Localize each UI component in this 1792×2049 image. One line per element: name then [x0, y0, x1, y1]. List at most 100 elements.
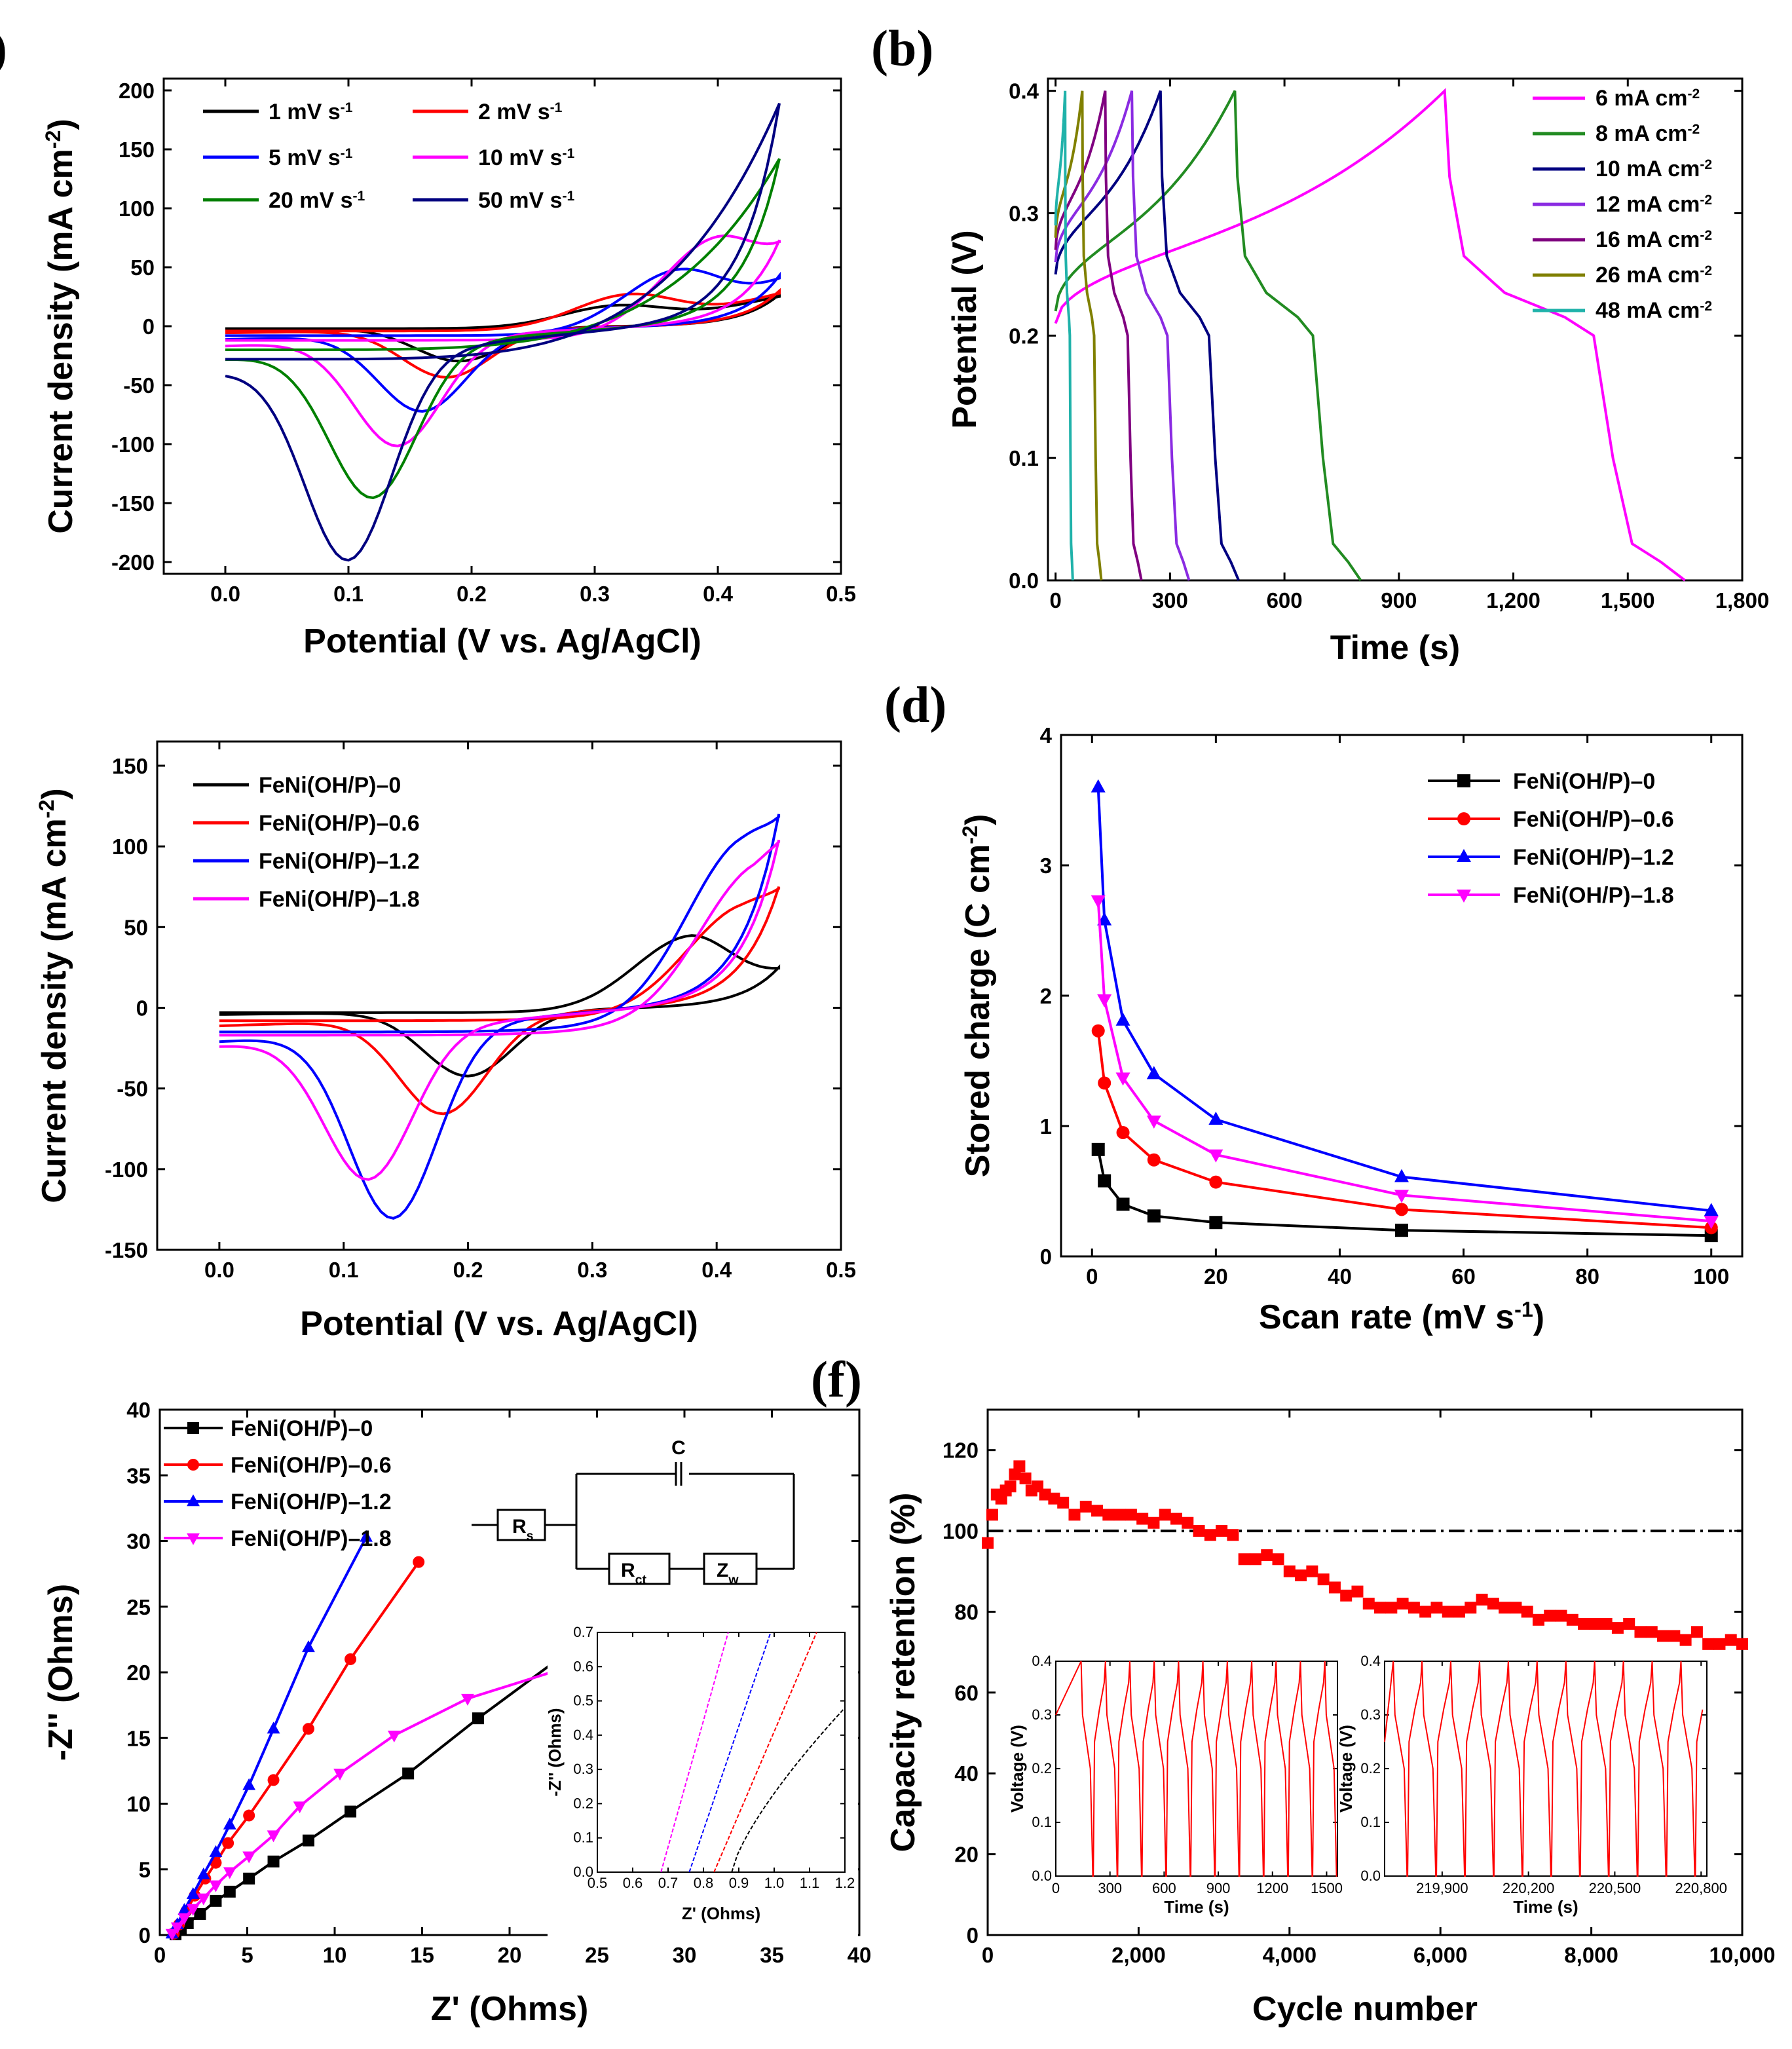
panel-d-legend-marker — [1457, 890, 1471, 903]
panel-a-legend-label: 10 mV s-1 — [478, 145, 575, 170]
panel-f-ytick-label: 0 — [967, 1923, 979, 1947]
panel-f-retention-point — [1340, 1589, 1353, 1602]
panel-a-cv-scan-rates: 0.0 0.1 0.2 0.3 0.4 0.5 -200 -150 -100 -50 0 50 100 1… — [0, 20, 856, 660]
panel-f-inset-2-ytick-label: 0.0 — [1360, 1868, 1381, 1884]
panel-e-xtick-label: 25 — [585, 1943, 609, 1967]
panel-b-series-7-curve — [1054, 90, 1074, 581]
panel-f-retention-point — [1249, 1553, 1261, 1566]
panel-f-inset-1-xtick-label: 600 — [1152, 1880, 1176, 1896]
panel-c-xtick-label: 0.2 — [453, 1258, 483, 1282]
panel-f-retention-point — [1544, 1609, 1556, 1622]
panel-d-series-4-point — [1208, 1149, 1223, 1163]
panel-d-series-2-line — [1096, 1030, 1711, 1230]
circuit-c-label: C — [671, 1437, 686, 1459]
panel-e-ytick-label: 30 — [126, 1530, 151, 1554]
panel-a-xtick-label: 0.1 — [333, 582, 364, 606]
panel-e-ytick-label: 0 — [139, 1923, 151, 1947]
panel-f-retention-point — [1499, 1602, 1511, 1614]
panel-d-series-2-point — [1091, 1024, 1105, 1038]
panel-e-series-1-line — [174, 1636, 589, 1936]
panel-a-ytick-label: -100 — [111, 432, 155, 457]
panel-e-series-3-point — [223, 1817, 236, 1830]
panel-e-series-4-point — [186, 1904, 200, 1916]
panel-e-inset-ytick-label: 0.7 — [573, 1624, 593, 1640]
panel-b-ytick-label: 0.4 — [1009, 79, 1039, 103]
panel-c-series-1-curve — [219, 934, 781, 1078]
panel-d-xtick-label: 80 — [1575, 1264, 1599, 1288]
panel-e-series-1-point — [267, 1855, 280, 1868]
panel-f-retention-point — [1453, 1606, 1465, 1618]
x-axis-title: Potential (V vs. Ag/AgCl) — [300, 1305, 698, 1343]
panel-e-series-1-point — [402, 1767, 415, 1780]
panel-a-series-6-curve — [225, 102, 781, 562]
panel-e-inset-xtick-label: 1.0 — [764, 1875, 785, 1891]
panel-e-inset-xtick-label: 1.2 — [835, 1875, 855, 1891]
panel-e-inset-x-title: Z' (Ohms) — [682, 1904, 760, 1923]
panel-f-retention-point — [1019, 1472, 1032, 1484]
panel-f-retention-point — [1193, 1525, 1205, 1537]
panel-d-series-1-point — [1209, 1216, 1223, 1230]
panel-e-xtick-label: 40 — [848, 1943, 872, 1967]
panel-b-series-6-curve — [1054, 90, 1103, 581]
panel-f-retention-point — [1430, 1602, 1443, 1614]
panel-f-retention-point — [1374, 1602, 1387, 1614]
panel-e-inset-ytick-label: 0.5 — [573, 1693, 593, 1709]
panel-f-retention-point — [1442, 1606, 1454, 1618]
panel-d-xtick-label: 40 — [1328, 1264, 1352, 1288]
panel-f-inset-y-title: Voltage (V) — [1007, 1725, 1027, 1813]
panel-e-inset-xtick-label: 0.8 — [694, 1875, 714, 1891]
panel-e-series-4-point — [461, 1693, 474, 1706]
panel-f-retention-point — [1396, 1598, 1409, 1610]
panel-e-series-1-point — [243, 1872, 255, 1885]
panel-c-xtick-label: 0.1 — [329, 1258, 359, 1282]
panel-a-xtick-label: 0.2 — [457, 582, 487, 606]
panel-a-ytick-label: -150 — [111, 491, 155, 516]
panel-d-xtick-label: 0 — [1086, 1264, 1098, 1288]
panel-e-ytick-label: 15 — [126, 1726, 151, 1750]
panel-d-series-3-point — [1146, 1066, 1161, 1080]
panel-b-legend-label: 8 mA cm-2 — [1596, 121, 1700, 146]
panel-e-series-4-point — [223, 1867, 236, 1879]
panel-c-ytick-label: -100 — [105, 1157, 148, 1182]
panel-f-ytick-label: 60 — [954, 1681, 979, 1705]
panel-d-legend-label: FeNi(OH/P)–1.2 — [1513, 845, 1674, 870]
panel-a-ytick-label: -50 — [123, 373, 155, 398]
panel-e-inset-frame — [597, 1632, 846, 1873]
panel-f-inset-2-xtick-label: 219,900 — [1416, 1880, 1468, 1896]
panel-e-xtick-label: 30 — [673, 1943, 697, 1967]
panel-e-series-3-point — [242, 1778, 256, 1790]
panel-e-inset-line-3 — [688, 1632, 772, 1873]
panel-c-ytick-label: -50 — [117, 1077, 148, 1101]
y-axis-title: Capacity retention (%) — [884, 1493, 922, 1852]
panel-e-series-4-point — [177, 1913, 191, 1925]
panel-f-retention-point — [1328, 1581, 1341, 1594]
panel-b-series-4-curve — [1054, 90, 1191, 581]
panel-f-retention-point — [1419, 1606, 1432, 1618]
panel-f-retention-point — [1725, 1634, 1737, 1646]
panel-c-series-3-curve — [219, 814, 781, 1220]
panel-f-retention-point — [1272, 1553, 1284, 1566]
panel-f-inset-2-xtick-label: 220,500 — [1589, 1880, 1641, 1896]
y-axis-title: Current density (mA cm-2) — [41, 119, 80, 534]
panel-a-xtick-label: 0.4 — [703, 582, 734, 606]
panel-a-series-1-curve — [225, 291, 781, 363]
panel-d-series-1-point — [1098, 1174, 1111, 1188]
panel-e-nyquist: 0 5 10 15 20 25 30 35 40 0 5 10 15 20 25 30 35 40 (e) Z' (O… — [0, 1351, 871, 2028]
panel-f-inset-1-curve — [1055, 1661, 1337, 1877]
panel-d-series-2-point — [1147, 1153, 1161, 1167]
panel-d-ytick-label: 4 — [1040, 723, 1053, 747]
panel-f-retention-point — [1713, 1638, 1726, 1650]
panel-e-ytick-label: 35 — [126, 1463, 151, 1488]
panel-c-xtick-label: 0.0 — [204, 1258, 234, 1282]
panel-e-inset-line-1 — [731, 1707, 846, 1873]
panel-e-equivalent-circuit: Rs C Rct Zw — [472, 1437, 795, 1587]
panel-a-legend-label: 20 mV s-1 — [269, 188, 365, 213]
panel-e-series-3-point — [177, 1903, 191, 1915]
panel-e-series-3-point — [196, 1867, 210, 1879]
panel-e-series-1-point — [210, 1894, 222, 1907]
panel-f-inset-1-ytick-label: 0.1 — [1032, 1814, 1052, 1830]
panel-f-inset-1-ytick-label: 0.3 — [1032, 1706, 1052, 1723]
panel-e-legend-label: FeNi(OH/P)–0 — [231, 1416, 373, 1441]
panel-b-legend-label: 10 mA cm-2 — [1596, 157, 1712, 181]
